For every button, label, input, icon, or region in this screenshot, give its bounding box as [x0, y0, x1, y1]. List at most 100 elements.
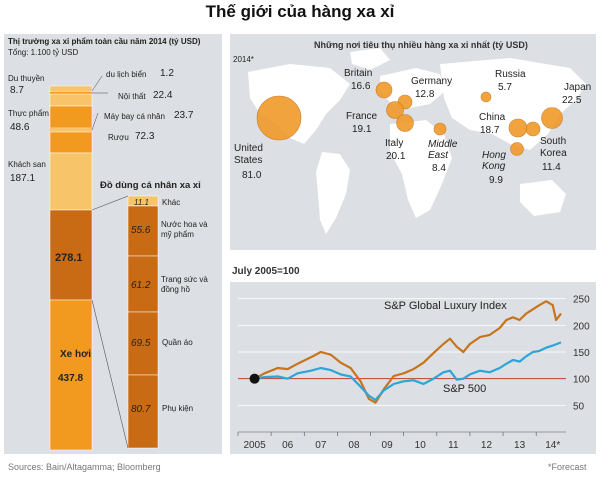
seg-furniture-label: Nội thất [118, 92, 146, 101]
seg-cars-value: 437.8 [58, 373, 84, 384]
bar-personal [49, 209, 93, 301]
bubble-italy [396, 114, 414, 132]
seg-food-label: Thực phẩm [8, 109, 49, 118]
personal-perfume-label: Nước hoa và mỹ phẩm [161, 220, 208, 239]
land-south-america [316, 152, 350, 234]
seg-food-value: 48.6 [10, 122, 30, 133]
x-tick-11: 11 [448, 440, 459, 451]
country-italy-name: Italy [385, 138, 404, 149]
country-britain-value: 16.6 [351, 81, 371, 92]
market-title: Thị trường xa xỉ phẩm toàn cầu năm 2014 … [8, 37, 201, 46]
country-korea-value: 11.4 [542, 162, 561, 173]
land-north-america [248, 64, 350, 144]
land-australia [520, 180, 566, 216]
bubble-china [508, 118, 528, 138]
seg-furniture-value: 22.4 [153, 90, 173, 101]
line-chart: 50 100 150 200 250 2005 06 07 08 09 10 11 12 13 14* S&P… [237, 295, 590, 451]
bar-cars [49, 299, 93, 451]
country-middle-east-name: Middle East [428, 139, 458, 161]
bubble-hongkong [510, 142, 524, 156]
land-europe [380, 68, 444, 108]
country-italy-value: 20.1 [386, 151, 406, 162]
bubble-middle-east [433, 122, 447, 136]
page-title: Thế giới của hàng xa xỉ [205, 2, 395, 21]
country-hongkong-name: Hong Kong [482, 150, 506, 172]
bar-perfume [127, 205, 159, 257]
seg-cars-label: Xe hơi [60, 349, 92, 360]
y-tick-50: 50 [573, 401, 585, 412]
seg-yachts-label: Du thuyền [8, 74, 45, 83]
series-line-0 [254, 300, 562, 404]
personal-accessories-value: 80.7 [131, 404, 151, 415]
seg-jets-value: 23.7 [174, 110, 194, 121]
y-tick-250: 250 [573, 295, 590, 306]
personal-accessories-label: Phụ kiện [162, 404, 194, 413]
country-japan-name: Japan [564, 82, 592, 93]
bubble-britain [375, 81, 393, 99]
series-label-luxury: S&P Global Luxury Index [384, 300, 507, 312]
country-middle-east-value: 8.4 [432, 163, 446, 174]
seg-personal-value: 278.1 [55, 252, 83, 264]
seg-wine-label: Rượu [108, 133, 129, 142]
bubble-france [386, 101, 404, 119]
x-tick-10: 10 [415, 440, 427, 451]
country-japan-value: 22.5 [562, 95, 582, 106]
seg-yachts-value: 8.7 [10, 85, 24, 96]
country-france-name: France [346, 111, 378, 122]
personal-jewelry-label: Trang sức và đồng hồ [161, 275, 208, 294]
seg-cruise-label: du lịch biển [106, 70, 147, 79]
country-russia-value: 5.7 [498, 82, 512, 93]
personal-title: Đồ dùng cá nhân xa xỉ [100, 180, 201, 191]
bar-jets [50, 128, 92, 132]
series-line-1 [254, 341, 562, 402]
market-total: Tổng: 1.100 tỷ USD [8, 48, 79, 57]
country-russia-name: Russia [495, 69, 526, 80]
map-title: Những nơi tiêu thụ nhiều hàng xa xỉ nhất… [314, 40, 528, 50]
world-map [248, 48, 586, 234]
market-panel [4, 34, 222, 454]
y-tick-150: 150 [573, 348, 590, 359]
y-tick-200: 200 [573, 321, 590, 332]
bubble-korea [525, 121, 541, 137]
personal-other-label: Khác [162, 198, 181, 207]
personal-perfume-value: 55.6 [131, 225, 151, 236]
country-germany-name: Germany [411, 76, 453, 87]
personal-apparel-label: Quần áo [162, 338, 193, 347]
seg-cruise-value: 1.2 [160, 68, 174, 79]
bubble-russia [480, 91, 492, 103]
country-korea-name: South Korea [540, 136, 567, 159]
bar-cruise [50, 92, 92, 94]
seg-hotels-value: 187.1 [10, 173, 36, 184]
footer-note: *Forecast [548, 462, 587, 472]
seg-hotels-label: Khách san [8, 160, 46, 169]
start-marker [249, 373, 260, 384]
footer-source: Sources: Bain/Altagamma; Bloomberg [8, 462, 161, 472]
bar-hotels [49, 152, 93, 211]
x-tick-07: 07 [315, 440, 327, 451]
x-tick-06: 06 [282, 440, 294, 451]
land-greenland [350, 48, 390, 70]
land-africa [390, 120, 452, 218]
map-year: 2014* [233, 55, 254, 64]
country-us-value: 81.0 [242, 170, 262, 181]
bar-apparel [127, 311, 159, 376]
bar-jewelry [127, 255, 159, 313]
country-china-name: China [479, 112, 506, 123]
x-tick-13: 13 [514, 440, 526, 451]
series-label-sp500: S&P 500 [443, 383, 486, 395]
y-tick-100: 100 [573, 375, 590, 386]
bubble-japan [541, 107, 563, 129]
x-tick-09: 09 [382, 440, 394, 451]
personal-other-value: 11.1 [134, 198, 149, 207]
personal-jewelry-value: 61.2 [131, 280, 151, 291]
chart-title: July 2005=100 [232, 266, 300, 277]
seg-jets-label: Máy bay cá nhân [104, 112, 165, 121]
map-bubbles [256, 81, 563, 156]
country-germany-value: 12.8 [415, 89, 435, 100]
seg-wine-value: 72.3 [135, 131, 155, 142]
country-france-value: 19.1 [352, 124, 372, 135]
country-china-value: 18.7 [480, 125, 500, 136]
country-us-name: United States [234, 143, 263, 166]
x-tick-2005: 2005 [243, 440, 266, 451]
x-tick-08: 08 [348, 440, 360, 451]
